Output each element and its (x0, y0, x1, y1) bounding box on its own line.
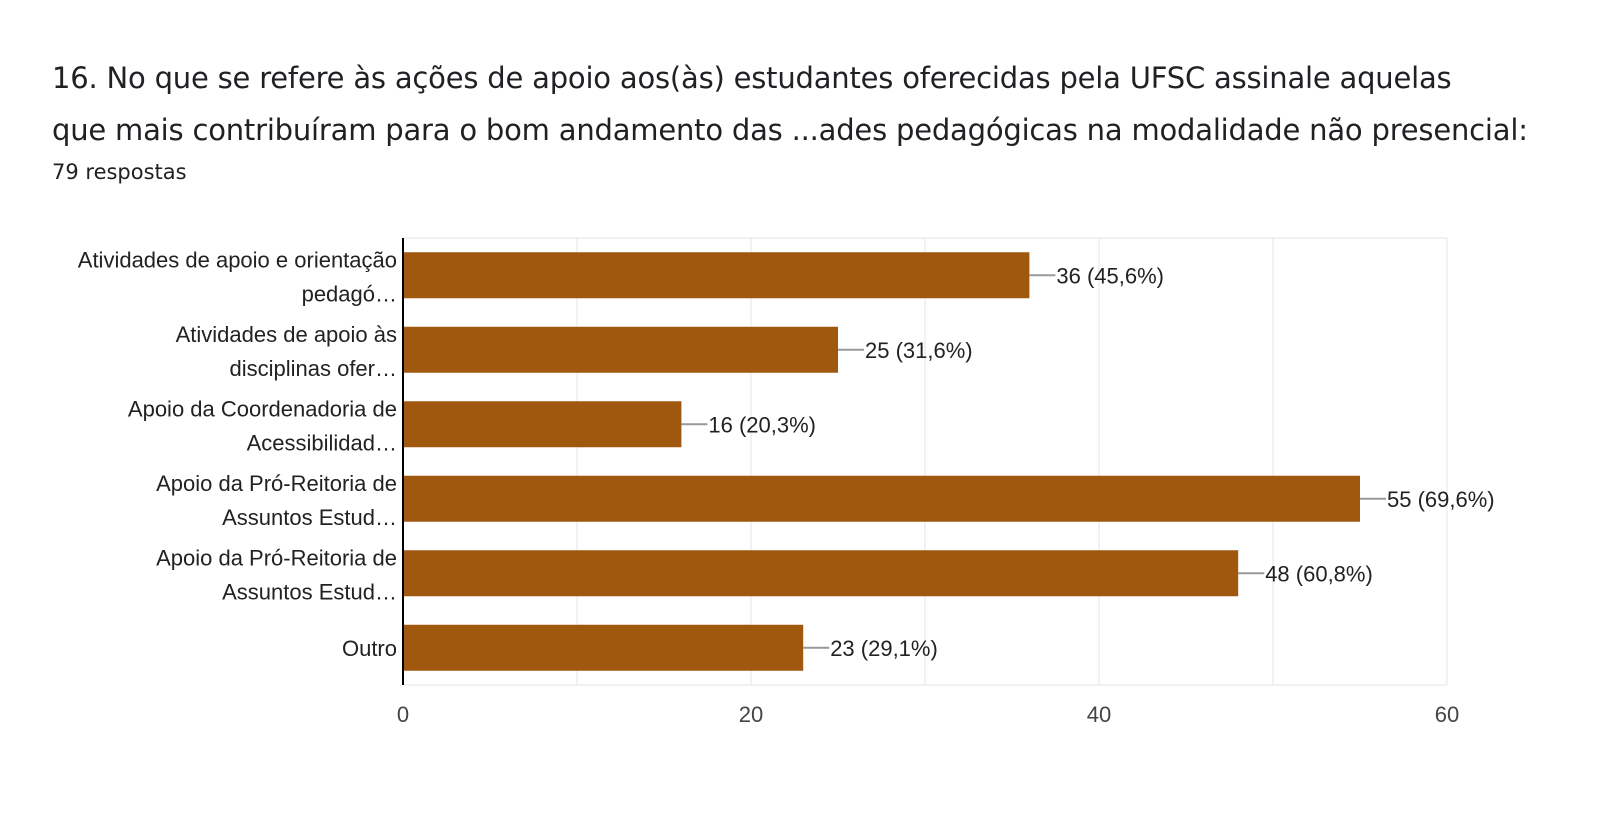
response-count: 79 respostas (52, 160, 187, 184)
category-label: Apoio da Coordenadoria de (128, 396, 397, 421)
category-label: Assuntos Estud… (222, 505, 397, 530)
category-label: Acessibilidad… (247, 430, 397, 455)
category-label: Assuntos Estud… (222, 579, 397, 604)
value-label: 16 (20,3%) (708, 412, 816, 437)
category-label: Apoio da Pró-Reitoria de (156, 545, 397, 570)
category-label: pedagó… (302, 281, 397, 306)
bar (403, 475, 1360, 522)
title-line-1: 16. No que se refere às ações de apoio a… (52, 61, 1452, 95)
category-label: disciplinas ofer… (229, 356, 397, 381)
bar (403, 624, 804, 671)
chart-title: 16. No que se refere às ações de apoio a… (52, 52, 1572, 156)
bar (403, 252, 1030, 299)
bar (403, 550, 1239, 597)
x-tick-label: 40 (1087, 702, 1111, 727)
bar (403, 401, 682, 448)
x-tick-label: 20 (739, 702, 763, 727)
value-label: 55 (69,6%) (1387, 487, 1495, 512)
value-label: 23 (29,1%) (830, 636, 938, 661)
category-label: Atividades de apoio e orientação (78, 247, 397, 272)
x-tick-label: 0 (397, 702, 409, 727)
value-label: 25 (31,6%) (865, 338, 973, 363)
category-label: Outro (342, 636, 397, 661)
category-label: Atividades de apoio às (176, 322, 397, 347)
title-line-2: que mais contribuíram para o bom andamen… (52, 113, 1528, 147)
bar (403, 326, 838, 373)
category-label: Apoio da Pró-Reitoria de (156, 471, 397, 496)
x-tick-label: 60 (1435, 702, 1459, 727)
value-label: 48 (60,8%) (1265, 561, 1373, 586)
value-label: 36 (45,6%) (1056, 263, 1164, 288)
